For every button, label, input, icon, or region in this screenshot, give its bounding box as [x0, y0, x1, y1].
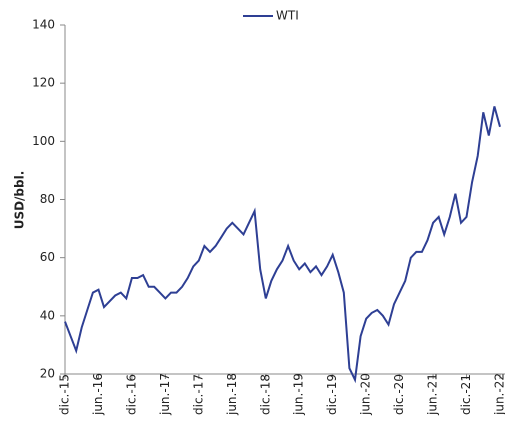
y-tick-label: 80: [40, 192, 55, 206]
y-tick-label: 140: [32, 18, 55, 32]
y-tick-label: 100: [32, 134, 55, 148]
x-tick-label: jun.-22: [493, 373, 505, 416]
x-tick-label: dic.-19: [325, 374, 339, 415]
x-tick-label: jun.-21: [426, 373, 440, 416]
x-tick-label: dic.-15: [58, 374, 72, 415]
line-series: [65, 106, 500, 379]
x-tick-label: dic.-20: [392, 374, 406, 415]
y-tick-label: 60: [40, 250, 55, 264]
legend-label: WTI: [276, 9, 299, 23]
x-tick-label: jun.-20: [359, 373, 373, 416]
x-tick-label: dic.-21: [459, 374, 473, 415]
x-tick-label: dic.-18: [258, 374, 272, 415]
x-tick-label: jun.-17: [158, 373, 172, 416]
y-tick-label: 20: [40, 367, 55, 381]
x-tick-label: jun.-18: [225, 373, 239, 416]
y-axis-label: USD/bbl.: [13, 171, 27, 230]
y-tick-label: 120: [32, 76, 55, 90]
x-tick-label: dic.-16: [124, 374, 138, 415]
x-tick-label: dic.-17: [191, 374, 205, 415]
x-tick-label: jun.-16: [91, 373, 105, 416]
x-tick-label: jun.-19: [292, 373, 306, 416]
y-tick-label: 40: [40, 308, 55, 322]
